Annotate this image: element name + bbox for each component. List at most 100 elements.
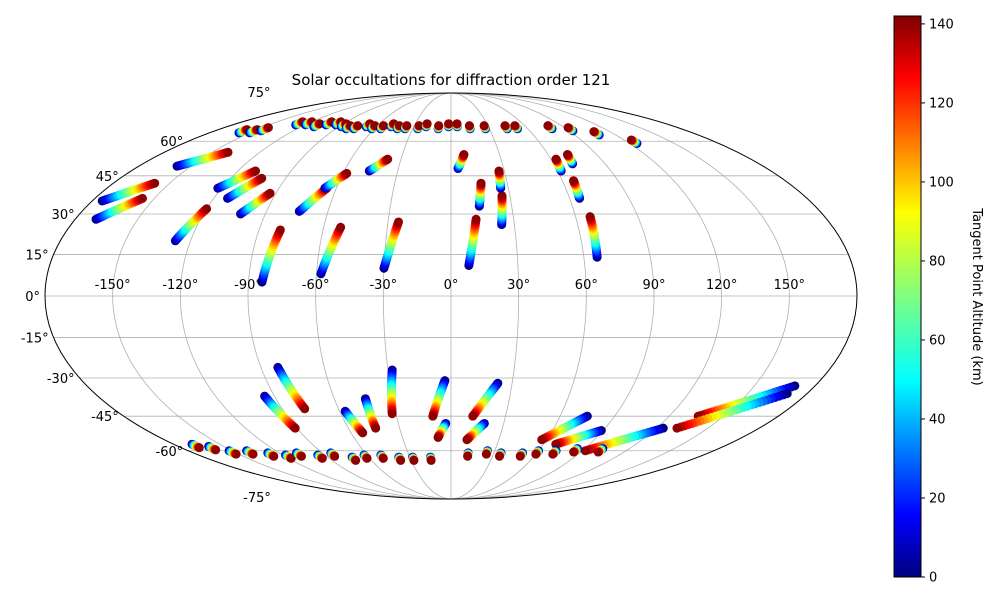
lat-tick-label: 0° — [25, 290, 40, 305]
lon-grid-line — [382, 92, 452, 500]
lon-tick-label: 0° — [444, 278, 459, 293]
occultation-point — [562, 150, 572, 160]
occultation-point — [464, 121, 474, 131]
occultation-point — [569, 176, 579, 186]
colorbar-gradient — [893, 15, 922, 578]
lat-tick-label: 15° — [26, 248, 49, 263]
occultation-point — [626, 135, 636, 145]
occultation-point — [231, 449, 241, 459]
occultation-point — [211, 445, 221, 455]
occultation-point — [585, 212, 595, 222]
occultation-point — [351, 455, 361, 465]
occultation-point — [569, 447, 579, 457]
colorbar-tick-label: 60 — [929, 333, 946, 348]
occultation-point — [137, 193, 147, 203]
lon-grid-line — [450, 92, 520, 500]
occultation-point — [263, 123, 273, 133]
occultation-point — [297, 451, 306, 461]
lat-tick-label: 30° — [52, 208, 75, 223]
occultation-point — [353, 121, 363, 131]
occultation-point — [202, 204, 212, 214]
occultation-point — [434, 121, 444, 131]
occultation-point — [672, 423, 682, 433]
occultation-point — [515, 451, 525, 461]
graticule-grid — [45, 92, 857, 500]
occultation-point — [551, 439, 561, 449]
occultation-point — [468, 411, 478, 421]
lat-tick-label: 45° — [96, 170, 119, 185]
occultation-point — [275, 225, 285, 235]
occultation-point — [358, 428, 368, 438]
occultation-point — [317, 453, 327, 463]
occultation-point — [150, 178, 160, 188]
axis-tick-labels: 75° 60° 45° 30° 15° 0° -15° -30° -45° -60° -75° -15… — [21, 86, 805, 506]
occultation-point — [580, 446, 590, 456]
occultation-point — [378, 453, 388, 463]
occultation-point — [462, 435, 472, 445]
occultation-point — [494, 166, 504, 176]
occultation-point — [497, 191, 507, 201]
colorbar: 0 20 40 60 80 100 120 140 Tangent Point Altitud… — [893, 15, 984, 586]
colorbar-tick-label: 40 — [929, 412, 946, 427]
occultation-point — [269, 451, 279, 461]
occultation-point — [428, 411, 438, 421]
lon-grid-line — [450, 92, 723, 500]
colorbar-tick-label: 80 — [929, 254, 946, 269]
occultation-point — [476, 178, 486, 188]
occultation-point — [265, 188, 275, 198]
occultation-point — [463, 451, 473, 461]
lat-tick-label: -15° — [21, 332, 49, 347]
occultation-point — [396, 455, 406, 465]
occultation-point — [494, 451, 504, 461]
lat-tick-label: -75° — [243, 491, 271, 506]
occultation-point — [471, 214, 481, 224]
occultation-point — [422, 119, 432, 129]
occultation-point — [402, 121, 412, 131]
lat-tick-label: -60° — [156, 445, 184, 460]
chart-title: Solar occultations for diffraction order… — [292, 71, 611, 89]
occultation-point — [300, 404, 310, 414]
lon-tick-label: 120° — [706, 278, 737, 293]
lon-tick-label: 60° — [575, 278, 598, 293]
occultation-point — [257, 173, 267, 183]
occultation-point — [414, 121, 424, 131]
lon-tick-label: -30° — [369, 278, 397, 293]
occultation-point — [371, 423, 381, 433]
occultation-point — [500, 121, 510, 131]
occultation-point — [589, 127, 599, 137]
occultation-point — [551, 154, 561, 164]
occultation-point — [290, 423, 300, 433]
colorbar-ticks: 0 20 40 60 80 100 120 140 — [921, 17, 954, 586]
occultation-point — [510, 121, 520, 131]
lon-tick-label: -60° — [302, 278, 330, 293]
occultation-point — [593, 447, 603, 457]
occultation-point — [248, 449, 258, 459]
lon-tick-label: 90° — [642, 278, 665, 293]
occultation-point — [479, 121, 489, 131]
colorbar-tick-label: 0 — [929, 571, 937, 586]
colorbar-tick-label: 140 — [929, 17, 954, 32]
map-boundary — [44, 92, 858, 500]
colorbar-label: Tangent Point Altitude (km) — [969, 207, 984, 385]
colorbar-tick-label: 20 — [929, 491, 946, 506]
occultation-point — [194, 443, 204, 453]
lon-grid-line — [450, 92, 790, 500]
occultation-point — [537, 435, 547, 445]
occultation-point — [459, 150, 469, 160]
colorbar-tick-label: 100 — [929, 175, 954, 190]
occultation-point — [387, 409, 397, 419]
occultation-point — [336, 222, 346, 232]
occultation-point — [362, 453, 372, 463]
lon-tick-label: 30° — [507, 278, 530, 293]
lat-tick-label: -45° — [91, 410, 119, 425]
occultation-point — [223, 147, 233, 157]
lon-tick-label: -120° — [162, 278, 198, 293]
occultation-point — [543, 121, 553, 131]
occultation-point — [433, 432, 443, 442]
occultation-points — [91, 117, 800, 465]
occultation-point — [444, 119, 454, 129]
lon-tick-label: -90° — [234, 278, 262, 293]
lat-tick-label: 75° — [247, 86, 270, 101]
occultation-point — [379, 121, 389, 131]
